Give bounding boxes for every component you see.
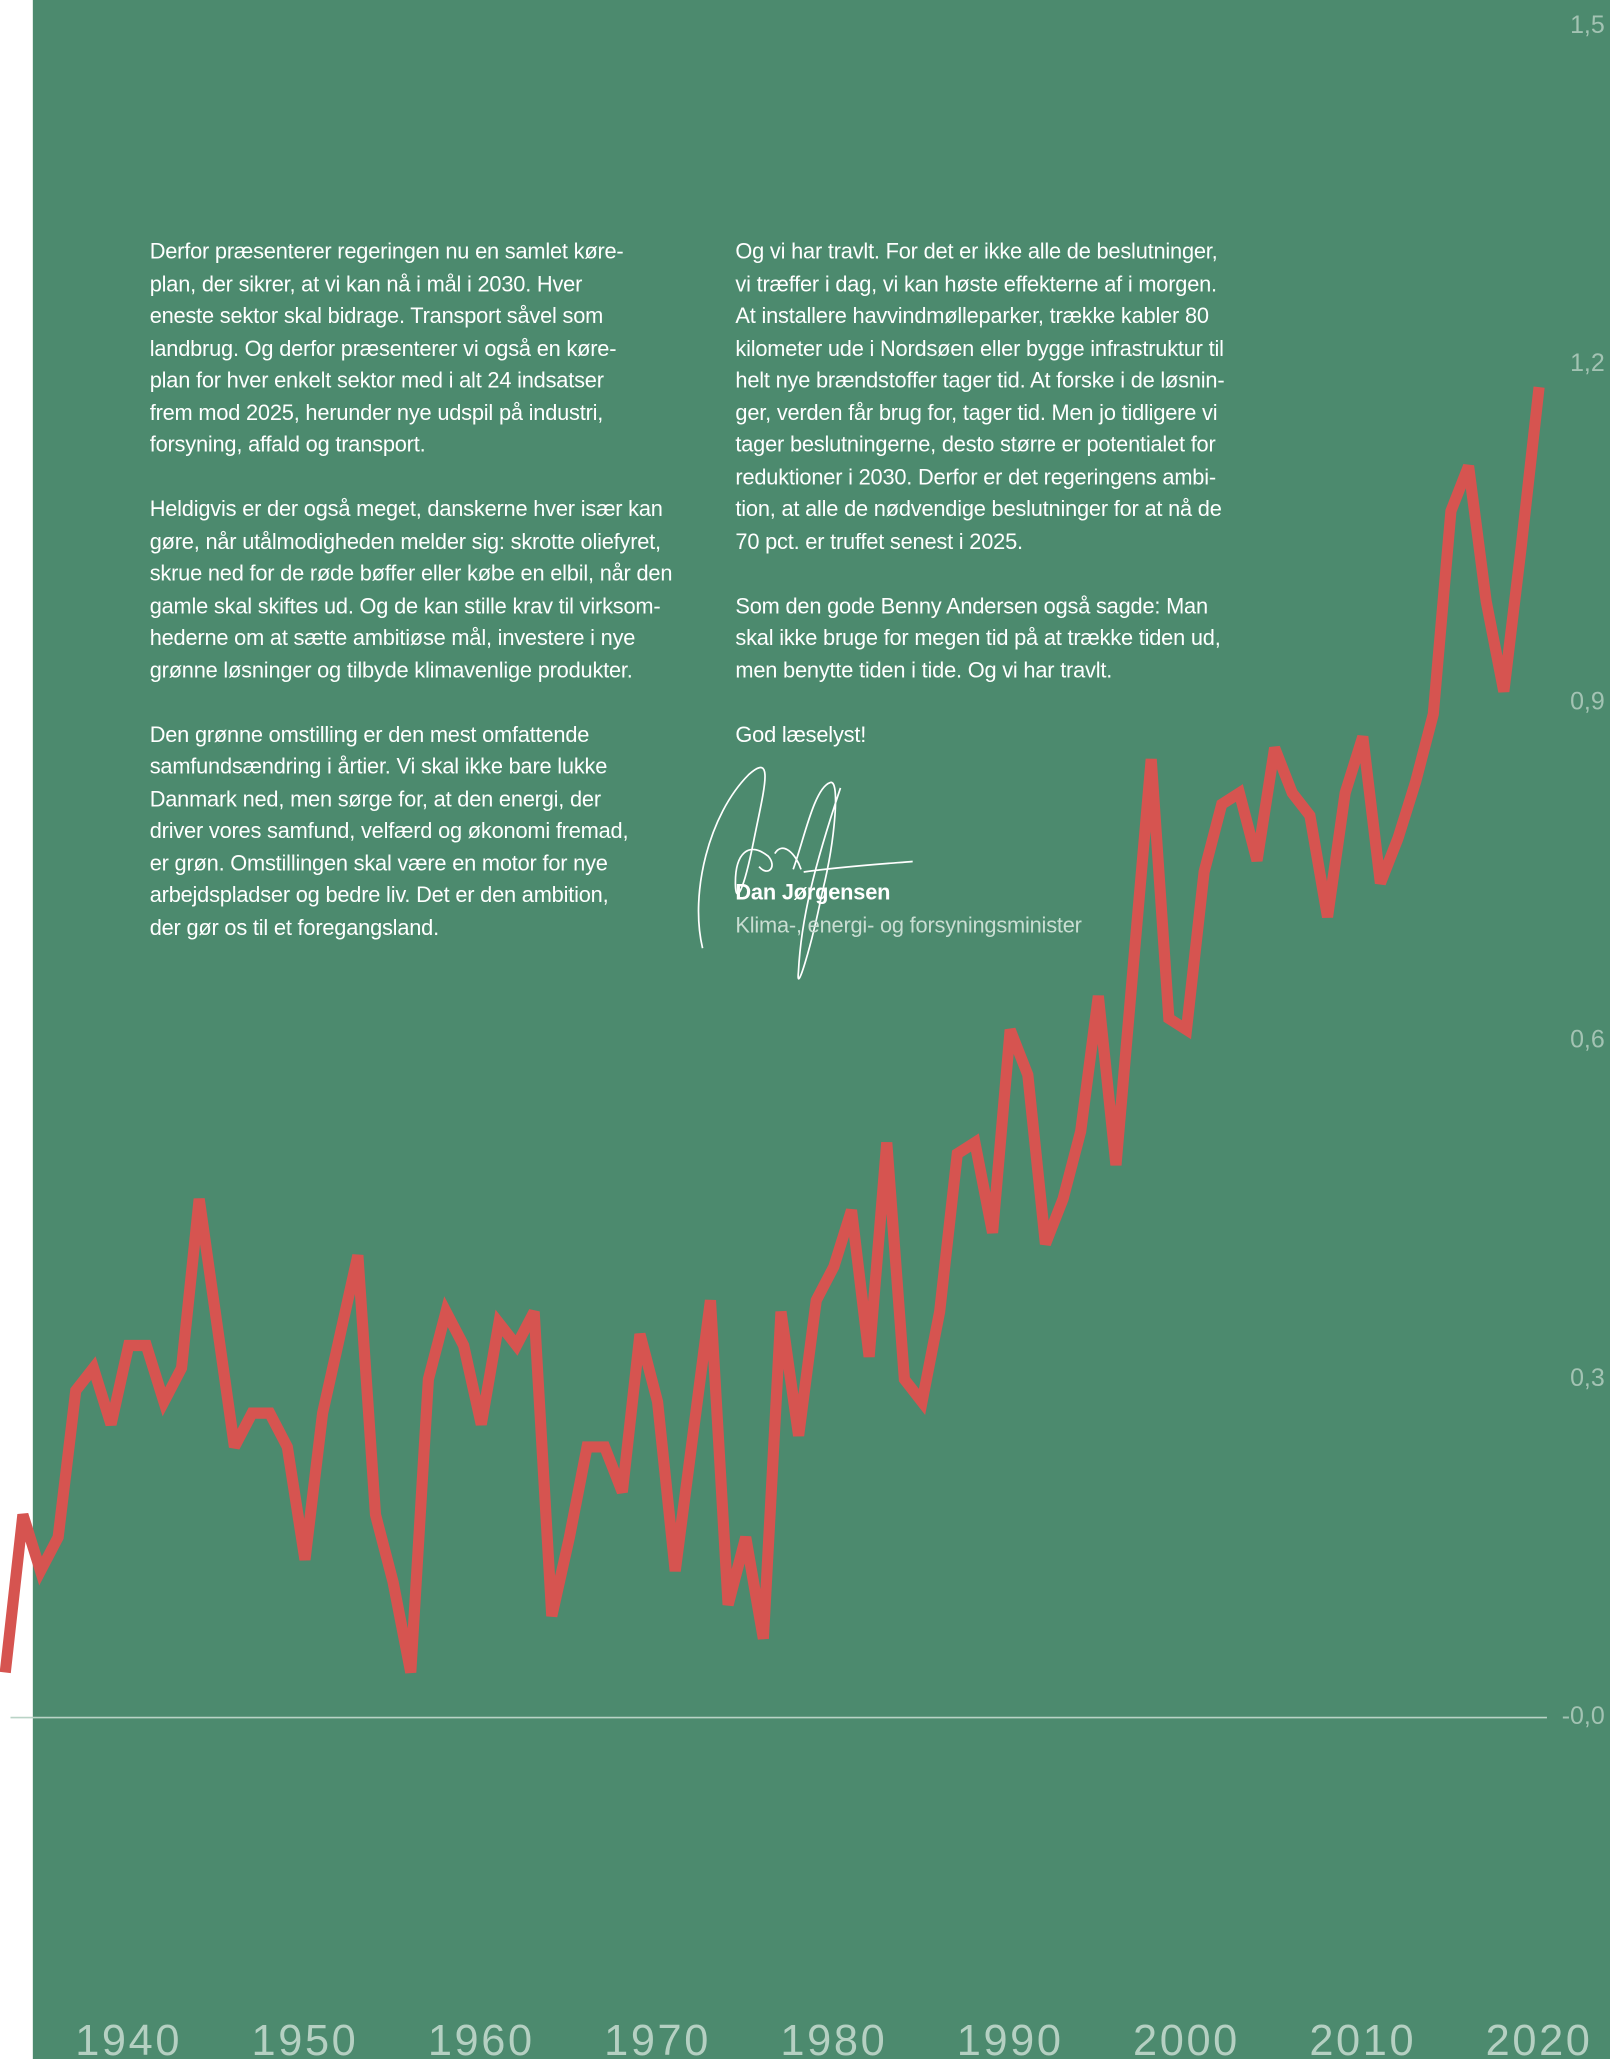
text-line: vi træffer i dag, vi kan høste effektern… — [735, 271, 1217, 297]
text-line: tager beslutningerne, desto større er po… — [735, 432, 1216, 457]
text-line: At installere havvindmølleparker, trække… — [735, 303, 1209, 329]
text-line: gøre, når utålmodigheden melder sig: skr… — [149, 528, 661, 554]
y-tick-label: 0,6 — [1570, 1026, 1605, 1054]
text-line: plan for hver enkelt sektor med i alt 24… — [149, 367, 604, 393]
x-tick-label: 1940 — [75, 2017, 182, 2059]
y-tick-label: 0,9 — [1570, 687, 1605, 715]
x-tick-label: 1960 — [428, 2017, 535, 2059]
paragraph: Derfor præsenterer regeringen nu en saml… — [150, 236, 673, 461]
y-tick-label: 0,3 — [1570, 1364, 1605, 1392]
text-line: tion, at alle de nødvendige beslutninger… — [735, 496, 1222, 522]
text-line: eneste sektor skal bidrage. Transport så… — [149, 303, 604, 329]
text-line: Som den gode Benny Andersen også sagde: … — [735, 592, 1208, 618]
x-tick-label: 1980 — [780, 2017, 887, 2059]
x-tick-label: 2010 — [1309, 2017, 1416, 2059]
y-tick-label: -0,0 — [1562, 1702, 1605, 1730]
text-line: gamle skal skiftes ud. Og de kan stille … — [149, 592, 661, 618]
x-tick-label: 1970 — [604, 2017, 711, 2059]
signature-block: Dan Jørgensen Klima-, energi- og forsyni… — [735, 877, 1082, 941]
text-line: arbejdspladser og bedre liv. Det er den … — [149, 882, 609, 908]
y-tick-label: 1,5 — [1570, 11, 1605, 39]
x-tick-label: 1990 — [957, 2017, 1064, 2059]
text-line: helt nye brændstoffer tager tid. At fors… — [735, 367, 1225, 393]
text-line: Og vi har travlt. For det er ikke alle d… — [735, 239, 1218, 264]
text-line: Danmark ned, men sørge for, at den energ… — [149, 785, 601, 811]
x-tick-label: 2020 — [1486, 2017, 1593, 2059]
left-column: Derfor præsenterer regeringen nu en saml… — [150, 236, 673, 976]
text-line: samfundsændring i årtier. Vi skal ikke b… — [149, 753, 608, 779]
text-line: plan, der sikrer, at vi kan nå i mål i 2… — [149, 271, 583, 297]
text-line: kilometer ude i Nordsøen eller bygge inf… — [735, 335, 1224, 361]
text-line: frem mod 2025, herunder nye udspil på in… — [149, 399, 604, 425]
text-line: reduktioner i 2030. Derfor er det regeri… — [735, 464, 1216, 490]
text-line: skrue ned for de røde bøffer eller købe … — [149, 560, 673, 586]
signature-title: Klima-, energi- og forsyningsminister — [735, 912, 1082, 937]
paragraph: Og vi har travlt. For det er ikke alle d… — [735, 236, 1224, 558]
paragraph: God læselyst! — [735, 719, 1224, 751]
text-line: driver vores samfund, velfærd og økonomi… — [149, 818, 629, 844]
text-line: 70 pct. er truffet senest i 2025. — [735, 528, 1023, 554]
x-tick-label: 2000 — [1133, 2017, 1240, 2059]
green-background — [32, 0, 1610, 2059]
text-line: Derfor præsenterer regeringen nu en saml… — [149, 239, 624, 264]
text-line: er grøn. Omstillingen skal være en motor… — [149, 850, 608, 876]
text-line: hederne om at sætte ambitiøse mål, inves… — [149, 625, 636, 651]
y-tick-label: 1,2 — [1570, 349, 1605, 377]
text-line: forsyning, affald og transport. — [149, 432, 426, 457]
text-line: ger, verden får brug for, tager tid. Men… — [735, 399, 1218, 425]
x-tick-label: 1950 — [252, 2017, 359, 2059]
paragraph: Den grønne omstilling er den mest omfatt… — [150, 719, 673, 944]
text-line: landbrug. Og derfor præsenterer vi også … — [149, 335, 617, 361]
text-line: Heldigvis er der også meget, danskerne h… — [149, 496, 663, 522]
data-line — [0, 386, 1545, 1674]
right-column: Og vi har travlt. For det er ikke alle d… — [735, 236, 1224, 783]
signature-name: Dan Jørgensen — [735, 879, 891, 905]
text-line: men benytte tiden i tide. Og vi har trav… — [735, 657, 1113, 683]
text-line: God læselyst! — [735, 721, 867, 747]
text-line: Den grønne omstilling er den mest omfatt… — [149, 721, 590, 747]
text-line: grønne løsninger og tilbyde klimavenlige… — [149, 657, 633, 683]
paragraph: Heldigvis er der også meget, danskerne h… — [150, 494, 673, 687]
text-line: der gør os til et foregangsland. — [149, 914, 439, 940]
text-line: skal ikke bruge for megen tid på at træk… — [735, 625, 1221, 651]
paragraph: Som den gode Benny Andersen også sagde: … — [735, 590, 1224, 687]
